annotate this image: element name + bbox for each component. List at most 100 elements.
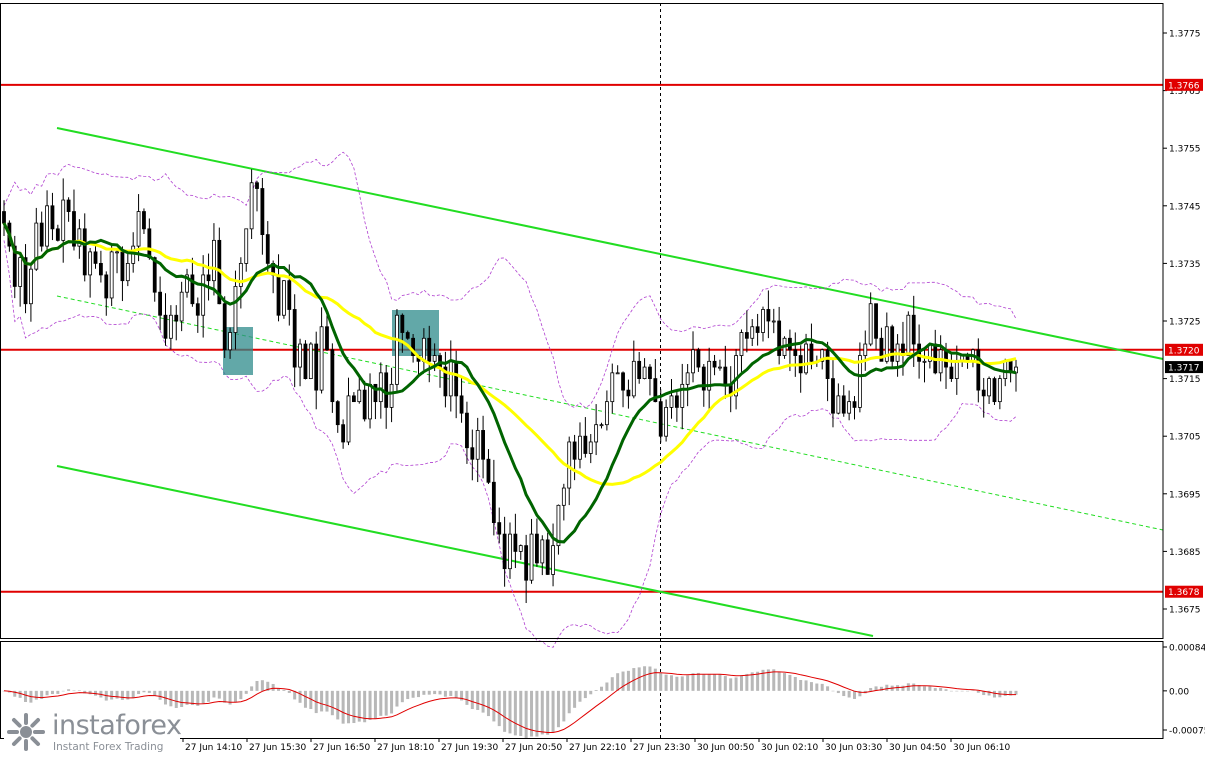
macd-histogram-bar — [341, 690, 345, 724]
macd-histogram-bar — [928, 686, 932, 691]
candle-body — [1014, 366, 1018, 374]
price-tick-label: 1.3715 — [1169, 375, 1201, 385]
candle-body — [201, 274, 206, 316]
macd-histogram-bar — [669, 675, 673, 691]
macd-histogram-bar — [766, 669, 770, 691]
macd-histogram-bar — [486, 690, 490, 717]
macd-histogram-bar — [589, 690, 593, 695]
macd-histogram-bar — [906, 683, 910, 691]
candle-body — [335, 401, 340, 426]
candle-body — [987, 378, 991, 397]
macd-histogram-bar — [530, 690, 534, 737]
macd-histogram-bar — [600, 686, 604, 691]
instaforex-star-icon — [7, 713, 45, 751]
candle-body — [588, 441, 593, 454]
candle-body — [384, 372, 389, 408]
macd-histogram-bar — [239, 690, 243, 700]
candle-body — [949, 366, 954, 379]
macd-histogram-bar — [992, 690, 996, 698]
macd-histogram-bar — [648, 666, 652, 691]
macd-histogram-bar — [293, 690, 297, 700]
macd-histogram-bar — [411, 690, 415, 698]
macd-histogram-bar — [373, 690, 377, 719]
macd-histogram-bar — [196, 690, 200, 706]
candle-body — [185, 274, 189, 293]
candle-body — [610, 372, 615, 403]
candle-body — [238, 262, 243, 287]
macd-histogram-bar — [729, 678, 733, 691]
macd-histogram-bar — [336, 690, 340, 720]
candle-body — [701, 366, 706, 391]
channel-lower-line — [56, 465, 874, 637]
macd-histogram-bar — [395, 690, 399, 707]
candle-body — [696, 349, 701, 368]
macd-histogram-bar — [174, 690, 178, 708]
macd-histogram-bar — [83, 690, 87, 694]
macd-histogram-bar — [933, 688, 937, 691]
macd-histogram-bar — [610, 677, 614, 691]
macd-histogram-bar — [277, 688, 281, 691]
candle-body — [744, 332, 749, 339]
time-tick-label: 27 Jun 19:30 — [441, 743, 498, 753]
macd-histogram-bar — [142, 690, 146, 693]
macd-histogram-bar — [460, 690, 464, 701]
macd-histogram-bar — [158, 690, 162, 700]
macd-histogram-bar — [885, 684, 889, 691]
macd-histogram-bar — [594, 690, 598, 691]
candle-body — [142, 211, 146, 230]
candle-body — [545, 539, 550, 575]
candle-body — [761, 309, 765, 333]
macd-histogram-bar — [540, 690, 544, 735]
candle-body — [868, 303, 873, 345]
macd-histogram-bar — [966, 690, 970, 692]
candle-body — [718, 366, 722, 369]
candle-body — [685, 372, 690, 385]
macd-histogram-bar — [869, 687, 873, 691]
macd-histogram-bar — [982, 690, 986, 696]
macd-histogram-bar — [739, 675, 743, 691]
candle-body — [104, 274, 109, 299]
macd-histogram-bar — [524, 690, 528, 739]
time-tick-label: 27 Jun 23:30 — [633, 743, 690, 753]
candle-body — [712, 360, 717, 368]
macd-histogram-bar — [836, 690, 840, 694]
macd-histogram-bar — [137, 690, 141, 695]
macd-histogram-bar — [476, 690, 480, 710]
candle-body — [298, 343, 302, 368]
macd-histogram-bar — [783, 673, 787, 691]
candle-body — [260, 188, 265, 236]
macd-histogram-bar — [13, 690, 17, 697]
macd-histogram-bar — [233, 690, 237, 703]
candle-body — [432, 355, 437, 362]
macd-histogram-bar — [185, 690, 189, 705]
candle-body — [50, 205, 55, 230]
macd-histogram-bar — [653, 668, 657, 691]
macd-histogram-bar — [363, 690, 367, 723]
candle-body — [303, 343, 308, 380]
price-tick-label: 1.3685 — [1169, 548, 1201, 558]
macd-histogram-bar — [217, 690, 221, 699]
macd-histogram-bar — [406, 690, 410, 700]
macd-histogram-bar — [24, 690, 28, 703]
candle-body — [23, 257, 28, 305]
macd-histogram-bar — [605, 682, 609, 691]
candle-body — [163, 314, 168, 339]
candle-body — [664, 406, 669, 437]
candle-body — [77, 228, 82, 247]
candle-body — [475, 430, 480, 460]
macd-histogram-bar — [976, 690, 980, 693]
candle-body — [820, 349, 825, 362]
macd-histogram-bar — [427, 690, 431, 695]
time-tick-label: 30 Jun 00:50 — [697, 743, 754, 753]
macd-histogram-bar — [282, 689, 286, 691]
macd-tick-label: 0.00084 — [1169, 644, 1205, 654]
macd-histogram-bar — [449, 690, 453, 696]
candle-body — [190, 274, 195, 305]
candle-body — [658, 401, 663, 437]
candle-body — [82, 228, 87, 276]
time-tick-label: 27 Jun 16:50 — [313, 743, 370, 753]
macd-histogram-bar — [390, 690, 394, 714]
macd-histogram-bar — [481, 690, 485, 713]
macd-histogram-bar — [632, 668, 636, 691]
